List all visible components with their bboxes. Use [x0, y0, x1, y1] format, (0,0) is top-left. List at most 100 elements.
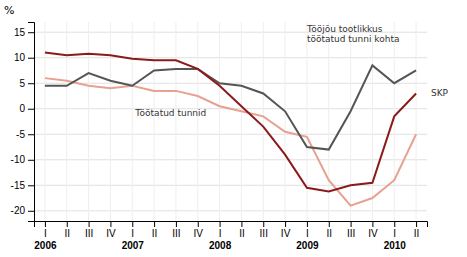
- x-group-axis: 2006 2007 2008 2009 2010: [34, 240, 406, 251]
- x-tick: IV: [281, 221, 291, 239]
- x-tick-mark: [89, 221, 90, 227]
- x-tick-mark: [394, 221, 395, 227]
- x-tick-mark: [220, 221, 221, 227]
- y-tick-mark: [28, 109, 34, 110]
- x-tick: II: [326, 221, 332, 239]
- x-tick-mark: [285, 221, 286, 227]
- x-group-label: 2007: [122, 240, 145, 251]
- series-line: [45, 53, 416, 192]
- y-axis-line: [28, 23, 35, 222]
- x-tick-mark: [241, 221, 242, 227]
- x-tick-label: I: [219, 228, 222, 239]
- y-tick: 0: [19, 103, 34, 114]
- grid-line-x: [197, 22, 198, 221]
- x-tick: III: [347, 221, 355, 239]
- x-tick-mark: [154, 221, 155, 227]
- y-tick-label: 15: [14, 27, 26, 38]
- y-tick: 5: [19, 78, 34, 89]
- x-tick-label: IV: [281, 228, 291, 239]
- x-tick: I: [393, 221, 396, 239]
- y-tick-label: 10: [14, 52, 26, 63]
- x-tick-label: IV: [368, 228, 378, 239]
- grid-line-x: [66, 22, 67, 221]
- x-group-label: 2010: [384, 240, 407, 251]
- y-tick-mark: [28, 185, 34, 186]
- y-tick-label: -15: [11, 180, 26, 191]
- x-tick-label: IV: [194, 228, 204, 239]
- y-tick: -10: [11, 154, 34, 165]
- series-label: Tööjõu tootlikkustöötatud tunni kohta: [306, 24, 400, 44]
- y-tick-label: -20: [11, 205, 26, 216]
- y-tick: -15: [11, 180, 34, 191]
- x-tick: III: [260, 221, 268, 239]
- x-tick-mark: [263, 221, 264, 227]
- x-group-tick: 2008: [209, 240, 232, 251]
- x-tick-mark: [132, 221, 133, 227]
- x-tick: I: [219, 221, 222, 239]
- x-tick: III: [85, 221, 93, 239]
- x-tick-label: III: [347, 228, 355, 239]
- x-tick: I: [44, 221, 47, 239]
- y-tick-mark: [28, 134, 34, 135]
- x-axis: IIIIIIIVIIIIIIIVIIIIIIIVIIIIIIIVIII: [35, 221, 428, 239]
- grid-line-x: [88, 22, 89, 221]
- grid-line-y: [34, 210, 427, 211]
- grid-line-y: [34, 57, 427, 58]
- y-tick-mark: [28, 160, 34, 161]
- x-tick-mark: [307, 221, 308, 227]
- x-group-label: 2009: [296, 240, 319, 251]
- x-tick-label: III: [172, 228, 180, 239]
- x-tick-label: I: [131, 228, 134, 239]
- series-label: Töötatud tunnid: [134, 108, 206, 118]
- y-tick: -5: [16, 129, 34, 140]
- x-tick-label: IV: [106, 228, 116, 239]
- y-axis: -20 -15 -10 -5 0 5 10 15: [11, 23, 35, 222]
- x-tick-label: I: [306, 228, 309, 239]
- grid-line-x: [350, 22, 351, 221]
- x-tick-mark: [176, 221, 177, 227]
- x-group-tick: 2007: [122, 240, 145, 251]
- series-labels: Töötatud tunnid Tööjõu tootlikkustöötatud…: [134, 24, 448, 118]
- x-tick-mark: [198, 221, 199, 227]
- y-tick-mark: [28, 58, 34, 59]
- y-tick-mark: [28, 211, 34, 212]
- grid-line-y: [34, 159, 427, 160]
- x-tick: II: [414, 221, 420, 239]
- x-tick: IV: [106, 221, 116, 239]
- grid-line-x: [263, 22, 264, 221]
- x-tick-mark: [416, 221, 417, 227]
- x-tick: II: [239, 221, 245, 239]
- series-line: [45, 65, 416, 149]
- x-tick-label: I: [393, 228, 396, 239]
- x-tick-label: II: [326, 228, 332, 239]
- x-tick: II: [152, 221, 158, 239]
- x-tick-mark: [351, 221, 352, 227]
- series-label: SKP: [431, 88, 449, 98]
- x-group-tick: 2006: [34, 240, 57, 251]
- x-tick-mark: [110, 221, 111, 227]
- x-tick-label: II: [239, 228, 245, 239]
- x-tick-mark: [329, 221, 330, 227]
- grid-line-x: [416, 22, 417, 221]
- x-tick-label: II: [64, 228, 70, 239]
- grid-line-x: [110, 22, 111, 221]
- x-axis-line: [35, 222, 428, 228]
- grid: [34, 22, 427, 221]
- x-group-label: 2006: [34, 240, 57, 251]
- chart: -20-15-10-5051015IIIIIIIVIIIIIIIVIIIIIII…: [0, 0, 467, 257]
- grid-line-x: [394, 22, 395, 221]
- x-tick: II: [64, 221, 70, 239]
- x-tick: I: [131, 221, 134, 239]
- y-tick-mark: [28, 83, 34, 84]
- x-tick-mark: [45, 221, 46, 227]
- plot: -20-15-10-5051015IIIIIIIVIIIIIIIVIIIIIII…: [4, 4, 449, 251]
- x-tick-label: II: [414, 228, 420, 239]
- chart-container: -20-15-10-5051015IIIIIIIVIIIIIIIVIIIIIII…: [0, 0, 467, 257]
- grid-line-x: [285, 22, 286, 221]
- grid-line-x: [154, 22, 155, 221]
- y-tick: 10: [14, 52, 34, 63]
- y-tick-label: -5: [16, 129, 25, 140]
- grid-line-x: [175, 22, 176, 221]
- y-tick-label: -10: [11, 154, 26, 165]
- grid-line-x: [219, 22, 220, 221]
